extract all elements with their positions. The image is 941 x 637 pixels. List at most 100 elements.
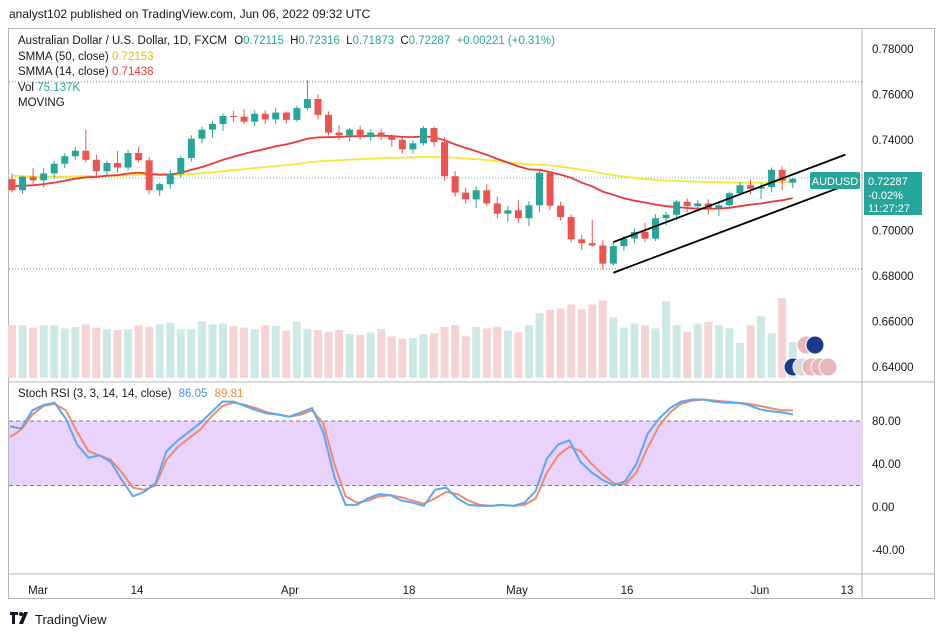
volume-bar (187, 329, 196, 378)
price-tick: 0.74000 (872, 135, 914, 147)
date-tick: 16 (621, 585, 634, 597)
candle-body (92, 159, 100, 172)
candle-body (578, 239, 586, 244)
smma50-label[interactable]: SMMA (50, close) (18, 50, 109, 63)
candle-body (398, 139, 406, 150)
smma-lines (11, 134, 793, 210)
volume-bar (145, 326, 154, 378)
candle-body (187, 138, 195, 159)
volume-bar (8, 325, 16, 378)
volume-bar (693, 323, 702, 378)
price-badge: AUDUSD 0.72287 -0.02% 11:27:27 (810, 172, 922, 215)
vol-label[interactable]: Vol (18, 81, 34, 94)
volume-bar (662, 301, 671, 378)
volume-bar (767, 333, 776, 378)
volume-bar (18, 325, 27, 378)
candle-body (314, 98, 322, 115)
volume-bar (229, 326, 238, 378)
candle-body (114, 163, 121, 168)
candle-body (630, 231, 638, 239)
volume-bar (240, 327, 249, 378)
volume-bar (102, 329, 111, 378)
candle-body (472, 190, 480, 200)
volume-bar (535, 313, 544, 378)
volume-bar (219, 323, 227, 378)
candle-body (251, 113, 259, 122)
volume-bar (440, 326, 449, 378)
smma50-line (11, 155, 793, 184)
price-tick: 0.76000 (872, 89, 914, 101)
candle-body (546, 172, 554, 206)
volume-bar (356, 334, 365, 378)
volume-bar (714, 325, 723, 378)
candle-body (662, 214, 670, 219)
high-value: 0.72316 (298, 35, 340, 47)
volume-bar (134, 325, 143, 378)
volume-bar (598, 300, 607, 378)
volume-bar (398, 338, 407, 378)
tradingview-logo-icon (10, 612, 30, 627)
stoch-band (9, 421, 862, 486)
volume-bar (335, 330, 344, 378)
candle-body (715, 205, 723, 208)
badge-countdown: 11:27:27 (868, 203, 910, 215)
rsi-tick: -40.00 (872, 545, 905, 557)
candle-body (293, 108, 301, 120)
volume-bar (250, 329, 259, 378)
candle-body (8, 179, 16, 191)
volume-bar (292, 322, 301, 378)
volume-bar (282, 330, 291, 378)
volume-bar (704, 322, 713, 378)
smma14-label[interactable]: SMMA (14, close) (18, 66, 109, 78)
candle-body (525, 205, 533, 219)
volume-bar (524, 325, 533, 378)
candle-body (145, 160, 153, 191)
volume-bar (303, 329, 312, 378)
candle-body (609, 246, 617, 264)
date-tick: Jun (751, 585, 770, 597)
candle-body (514, 210, 522, 219)
volume-bar (271, 326, 280, 378)
volume-bar (408, 338, 417, 378)
date-tick: 14 (131, 585, 144, 597)
volume-bar (630, 323, 639, 378)
footer[interactable]: TradingView (10, 612, 107, 627)
symbol-line[interactable]: Australian Dollar / U.S. Dollar, 1D, FXC… (18, 35, 227, 47)
vol-value: 75.137K (37, 81, 81, 94)
smma14-line (11, 134, 793, 210)
candle-body (61, 156, 69, 164)
time-axis-ticks: Mar 14 Apr 18 May 16 Jun 13 (28, 585, 853, 597)
candle-body (156, 184, 164, 191)
candle-body (282, 112, 290, 120)
volume-bar (735, 342, 744, 378)
candle-body (789, 178, 797, 183)
volume-bar (461, 336, 470, 378)
candle-body (261, 113, 269, 120)
badge-price: 0.72287 (868, 176, 908, 188)
stoch-label[interactable]: Stoch RSI (3, 3, 14, 14, close) (18, 388, 172, 400)
volume-bar (588, 304, 597, 378)
volume-bar (124, 329, 133, 378)
smma14-value: 0.71438 (111, 66, 154, 78)
volume-bar (493, 326, 502, 378)
candle-body (135, 153, 143, 161)
candle-body (778, 169, 786, 181)
volume-bar (324, 331, 333, 378)
candle-body (409, 143, 417, 150)
candle-body (430, 128, 438, 143)
volume-bar (377, 329, 386, 378)
volume-bar (725, 328, 734, 378)
chart-legend: Australian Dollar / U.S. Dollar, 1D, FXC… (18, 34, 555, 112)
candle-body (673, 201, 681, 215)
volume-bar (503, 330, 512, 378)
trend-channel[interactable] (613, 153, 846, 274)
volume-bar (567, 304, 576, 378)
date-tick: 13 (841, 585, 854, 597)
volume-bar (176, 329, 185, 378)
candle-body (567, 217, 575, 240)
candle-body (683, 201, 691, 207)
candle-body (419, 128, 427, 144)
flags-icon[interactable] (783, 335, 838, 377)
volume-bar (683, 331, 692, 378)
